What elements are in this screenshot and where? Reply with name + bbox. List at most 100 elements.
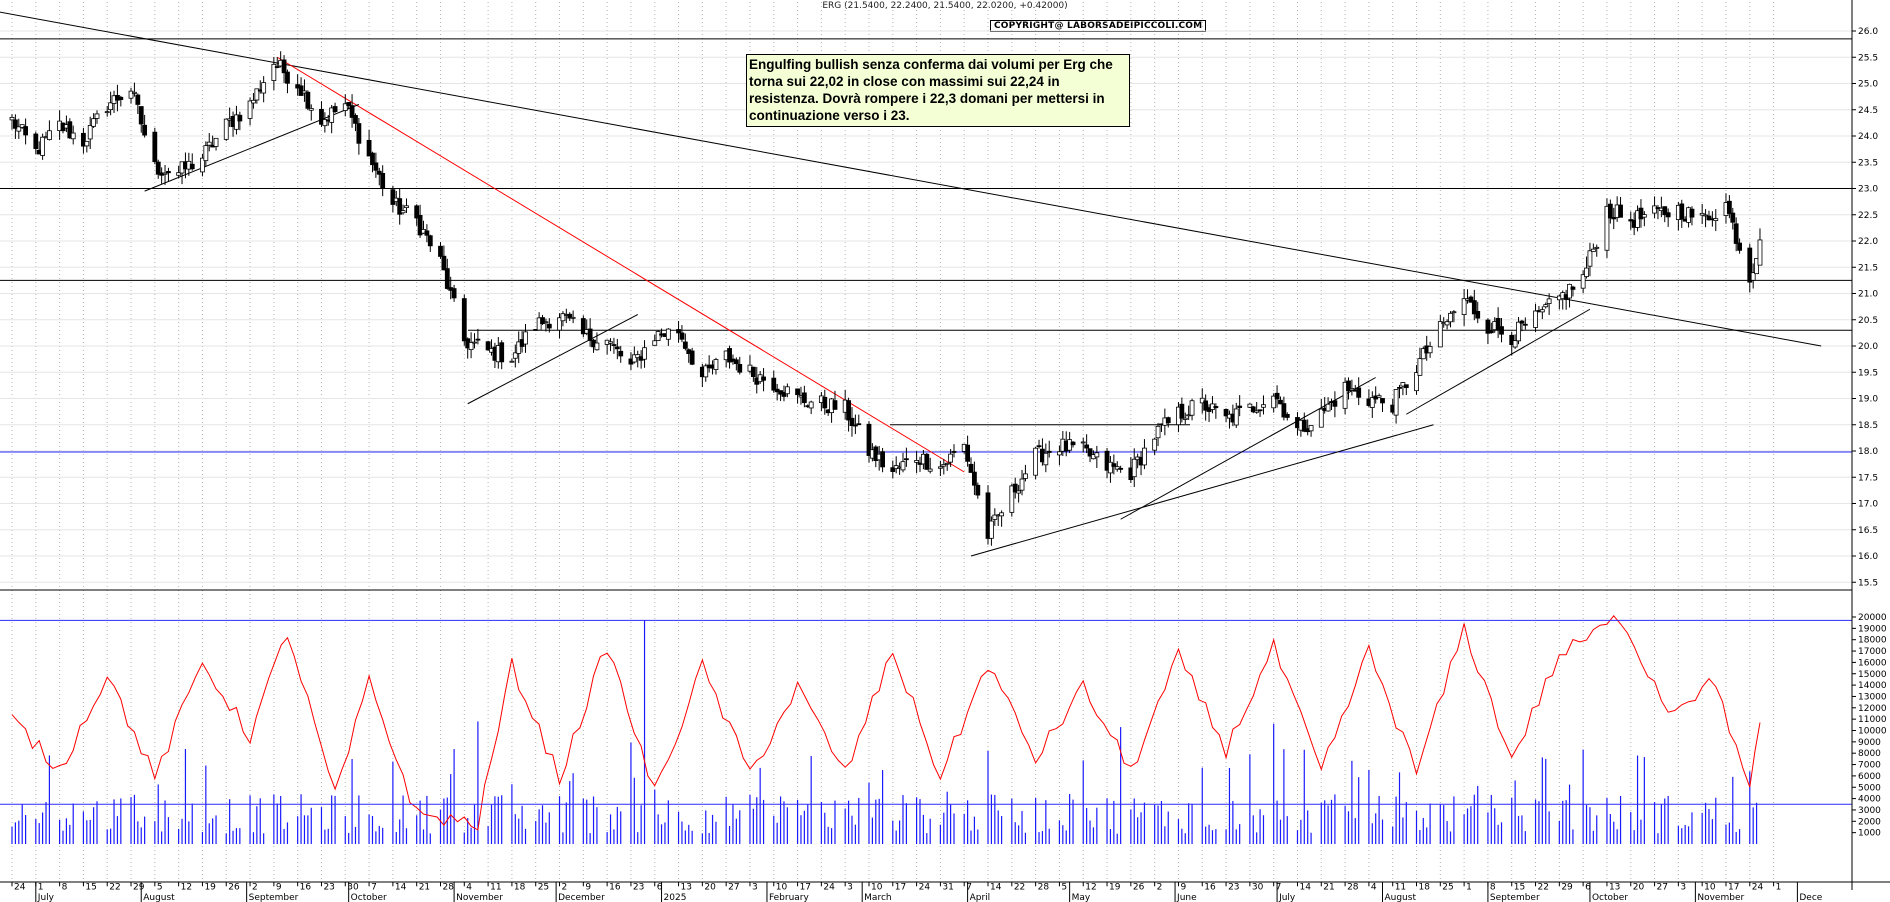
day-tick-label: 22 xyxy=(1538,883,1549,893)
day-tick-label: 15 xyxy=(85,883,96,893)
day-tick-label: 4 xyxy=(1371,883,1377,893)
candle-body xyxy=(832,400,838,410)
volume-tick-label: 17000 xyxy=(1858,647,1887,657)
day-tick-label: 24 xyxy=(919,883,931,893)
day-tick-label: 9 xyxy=(585,883,591,893)
candle-body xyxy=(1036,445,1042,448)
candle-body xyxy=(975,484,981,496)
day-tick-label: 12 xyxy=(181,883,192,893)
candle-body xyxy=(679,332,685,340)
candle-body xyxy=(655,331,661,341)
candle-body xyxy=(1342,381,1348,409)
candle-body xyxy=(733,359,739,365)
candle-body xyxy=(631,354,637,363)
volume-tick-label: 14000 xyxy=(1858,681,1887,691)
candle-body xyxy=(189,163,195,170)
price-tick-label: 23.0 xyxy=(1858,185,1878,195)
day-tick-label: 1 xyxy=(1466,883,1472,893)
day-tick-label: 24 xyxy=(1752,883,1764,893)
candle-body xyxy=(370,152,375,166)
candle-body xyxy=(580,318,586,335)
candle-body xyxy=(1733,223,1739,244)
candle-body xyxy=(618,350,624,357)
candle-body xyxy=(16,126,22,132)
candle-body xyxy=(1393,389,1399,416)
candle-body xyxy=(81,132,86,147)
candle-body xyxy=(1284,413,1290,418)
trendline xyxy=(0,11,1822,347)
candle-body xyxy=(1346,380,1351,392)
candle-body xyxy=(1607,203,1613,219)
x-axis: 24 1 8 15 22 29 5 12 19 26 2 9 16 23 30 7 14 21 28 4 11 18 25 2… xyxy=(11,882,1823,902)
candle-body xyxy=(1420,348,1426,360)
candle-body xyxy=(1142,447,1147,466)
day-tick-label: 21 xyxy=(1323,883,1334,893)
candle-body xyxy=(1451,311,1457,314)
day-tick-label: 30 xyxy=(1252,883,1264,893)
candle-body xyxy=(1274,392,1280,400)
candle-body xyxy=(948,453,954,463)
candle-body xyxy=(1012,483,1018,493)
candle-body xyxy=(1400,382,1406,387)
candle-body xyxy=(1261,404,1266,408)
candle-body xyxy=(1679,203,1685,220)
candle-body xyxy=(1094,452,1100,458)
candle-body xyxy=(781,391,787,397)
price-tick-label: 19.0 xyxy=(1858,395,1878,405)
day-tick-label: 14 xyxy=(990,883,1002,893)
candle-body xyxy=(213,137,219,147)
price-tick-label: 17.5 xyxy=(1858,473,1878,483)
volume-levels xyxy=(0,619,1852,805)
candle-body xyxy=(400,210,406,214)
day-tick-label: 24 xyxy=(14,883,26,893)
candle-body xyxy=(1475,311,1481,319)
candle-body xyxy=(237,114,243,122)
candle-body xyxy=(1580,274,1586,289)
price-tick-label: 20.0 xyxy=(1858,342,1878,352)
candle-body xyxy=(1706,215,1712,221)
candle-body xyxy=(727,348,732,363)
candle-body xyxy=(784,386,790,395)
day-tick-label: 5 xyxy=(1061,883,1067,893)
candle-body xyxy=(155,161,161,175)
candle-body xyxy=(1203,400,1209,411)
day-tick-label: 22 xyxy=(109,883,120,893)
day-tick-label: 19 xyxy=(204,883,216,893)
candle-body xyxy=(1750,272,1756,281)
candle-body xyxy=(1043,452,1049,466)
candle-body xyxy=(1182,417,1188,420)
candle-body xyxy=(849,417,855,427)
candle-body xyxy=(540,317,545,325)
month-label: October xyxy=(1592,893,1628,902)
price-tick-label: 20.5 xyxy=(1858,316,1878,326)
day-tick-label: 29 xyxy=(1561,883,1573,893)
day-tick-label: 14 xyxy=(1299,883,1311,893)
candle-body xyxy=(19,124,25,128)
candle-body xyxy=(132,91,137,94)
candle-body xyxy=(968,463,974,473)
candle-body xyxy=(499,342,505,363)
candle-body xyxy=(1057,451,1062,456)
candle-body xyxy=(924,453,930,470)
candle-body xyxy=(397,198,403,215)
candle-body xyxy=(509,360,515,363)
month-label: Dece xyxy=(1799,893,1822,902)
day-tick-label: 2 xyxy=(252,883,258,893)
candle-body xyxy=(251,99,256,104)
candle-body xyxy=(1301,419,1307,432)
candle-body xyxy=(1087,448,1093,457)
candle-body xyxy=(1488,330,1494,334)
candle-body xyxy=(1417,358,1423,376)
day-tick-label: 13 xyxy=(1609,883,1620,893)
candle-body xyxy=(880,451,885,468)
trendline xyxy=(1406,308,1591,415)
volume-tick-label: 18000 xyxy=(1858,636,1887,646)
candle-body xyxy=(900,461,906,471)
candle-body xyxy=(611,344,617,346)
candle-body xyxy=(1427,346,1433,354)
candle-body xyxy=(1318,408,1324,428)
candle-body xyxy=(1587,250,1593,267)
candle-body xyxy=(200,157,205,173)
candle-body xyxy=(485,341,491,351)
